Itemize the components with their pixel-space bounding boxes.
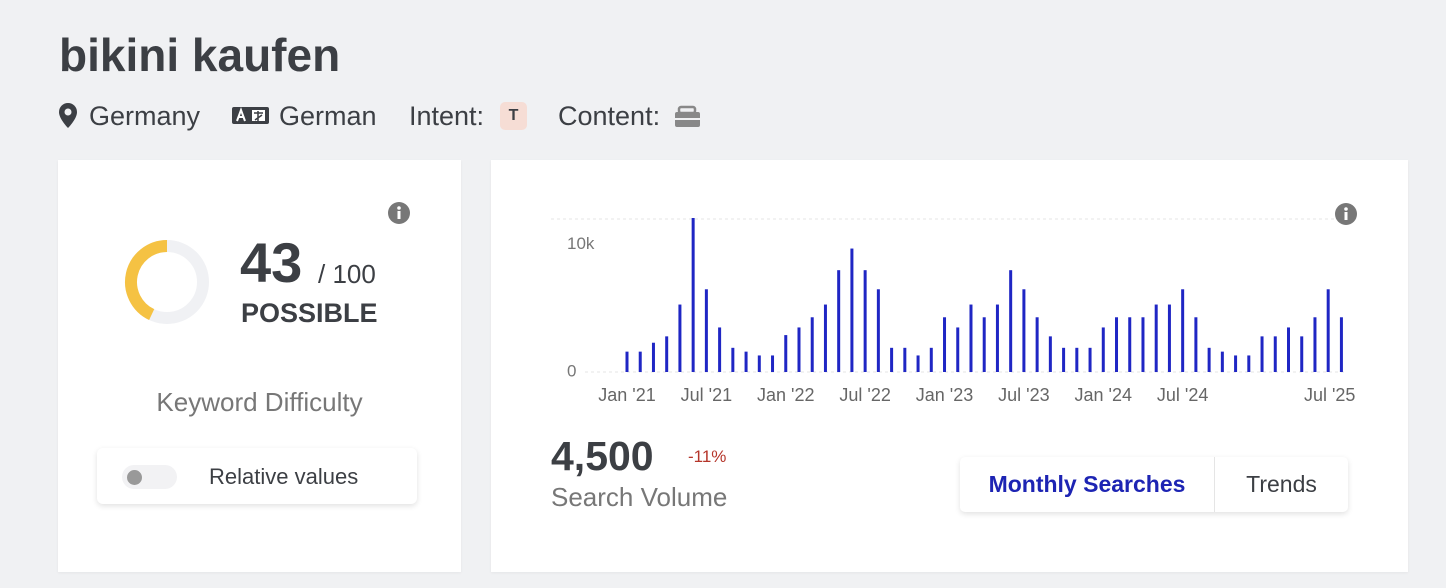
gauge-arc [125, 240, 168, 320]
keyword-title: bikini kaufen [59, 29, 341, 81]
language: German [279, 101, 377, 131]
bar [863, 270, 867, 372]
bar [1220, 351, 1224, 372]
bar [638, 351, 642, 372]
bar [691, 218, 695, 372]
bar [890, 347, 894, 372]
content-icon [675, 105, 700, 127]
bar [784, 335, 788, 372]
bar [1287, 327, 1290, 372]
location: Germany [89, 101, 201, 131]
x-tick-label: Jul '22 [839, 385, 890, 405]
bar [1234, 355, 1238, 372]
x-tick-label: Jul '24 [1157, 385, 1208, 405]
bar [837, 270, 841, 372]
bar [1326, 289, 1330, 372]
volume-label: Search Volume [551, 482, 728, 512]
x-tick-label: Jul '21 [681, 385, 732, 405]
bar [744, 351, 748, 372]
bar [757, 355, 761, 372]
bar [823, 304, 827, 372]
bar [1300, 336, 1304, 372]
difficulty-level: POSSIBLE [241, 298, 378, 328]
bar [929, 347, 933, 372]
tab-monthly[interactable]: Monthly Searches [960, 457, 1215, 512]
bar [1313, 317, 1317, 372]
bar [982, 317, 986, 372]
y-tick-label: 0 [567, 361, 576, 380]
toggle-label: Relative values [209, 464, 359, 489]
bar [1207, 347, 1211, 372]
intent-label: Intent: [409, 101, 485, 131]
bar [1009, 270, 1013, 372]
bar [850, 248, 854, 372]
bar [1088, 347, 1092, 372]
info-icon[interactable] [1335, 203, 1357, 225]
info-icon[interactable] [388, 202, 412, 226]
bar [969, 304, 973, 372]
x-tick-label: Jan '23 [916, 385, 973, 405]
y-tick-label: 10k [567, 234, 595, 253]
x-tick-label: Jan '24 [1075, 385, 1132, 405]
bar [903, 347, 907, 372]
bar [1035, 317, 1039, 372]
bar [1101, 327, 1105, 372]
bar [956, 327, 960, 372]
bar [876, 289, 880, 372]
bar [704, 289, 708, 372]
relative-toggle[interactable]: Relative values [97, 448, 417, 504]
bar [810, 317, 814, 372]
bar [678, 304, 682, 372]
bar [731, 347, 735, 372]
x-tick-label: Jul '23 [998, 385, 1049, 405]
content-label: Content: [558, 101, 661, 131]
bar [1181, 289, 1185, 372]
bar [1115, 317, 1119, 372]
toggle-track [122, 465, 177, 489]
bar [1141, 317, 1145, 372]
bar [1048, 336, 1052, 372]
bar [625, 351, 629, 372]
x-tick-label: Jan '21 [598, 385, 655, 405]
language-icon [232, 107, 269, 124]
bar [771, 355, 775, 372]
bar [718, 327, 722, 372]
difficulty-card: 43 / 100 POSSIBLE Keyword Difficulty Rel… [58, 160, 461, 572]
difficulty-gauge [125, 240, 209, 324]
bar [651, 342, 655, 372]
view-tabs: Monthly Searches Trends [960, 457, 1348, 512]
chart: 0 10k Jan '21 Jul '21 Jan '22 Jul '22 Jan '23 J… [551, 203, 1357, 405]
bar [1260, 336, 1264, 372]
search-volume: 4,500 [551, 433, 654, 479]
bar [1167, 304, 1171, 372]
bar [665, 336, 669, 372]
difficulty-score: 43 [240, 231, 303, 294]
volume-card: 0 10k Jan '21 Jul '21 Jan '22 Jul '22 Jan '23 J… [491, 160, 1408, 572]
bar [1062, 347, 1066, 372]
bar [1022, 289, 1026, 372]
bar [1247, 355, 1251, 372]
bar [1339, 317, 1343, 372]
location-icon [59, 103, 77, 128]
bar [1194, 317, 1198, 372]
bar [995, 304, 999, 372]
bar [1154, 304, 1158, 372]
difficulty-max: / 100 [318, 259, 376, 289]
x-tick-label: Jul '25 [1304, 385, 1355, 405]
bar [1273, 336, 1277, 372]
bar [943, 317, 947, 372]
bar [797, 327, 801, 372]
difficulty-label: Keyword Difficulty [156, 387, 363, 417]
bar [1128, 317, 1132, 372]
toggle-knob [127, 470, 142, 485]
tab-trends[interactable]: Trends [1246, 471, 1317, 497]
intent-badge: T [500, 102, 527, 130]
volume-change: -11% [688, 447, 727, 466]
bar [916, 355, 920, 372]
bar [1075, 347, 1079, 372]
x-tick-label: Jan '22 [757, 385, 814, 405]
